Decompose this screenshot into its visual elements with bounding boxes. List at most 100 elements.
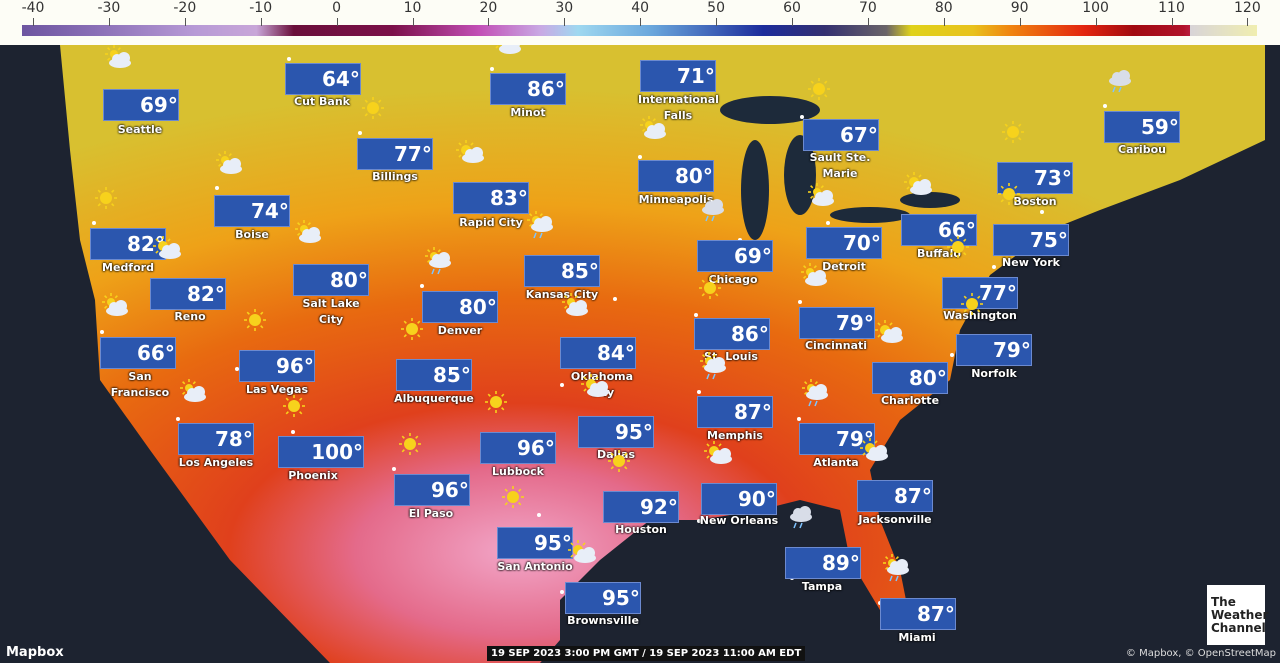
temperature-badge[interactable]: 95°	[578, 374, 654, 448]
temperature-badge[interactable]: 82°	[150, 236, 226, 310]
temperature-badge[interactable]: 86°	[694, 277, 770, 350]
temperature-badge[interactable]: 95°	[497, 486, 573, 559]
temperature-badge[interactable]: 66°	[901, 172, 977, 246]
temperature-badge[interactable]: 86°	[490, 45, 566, 105]
temperature-badge[interactable]: 89°	[785, 506, 861, 579]
temperature-badge[interactable]: 64°	[285, 63, 361, 95]
temperature-badge[interactable]: 96°	[480, 391, 556, 464]
legend-tick-label: -10	[249, 0, 273, 16]
temperature-badge[interactable]: 80°	[872, 320, 948, 394]
city-marker	[560, 383, 564, 387]
forecast-timestamp: 19 SEP 2023 3:00 PM GMT / 19 SEP 2023 11…	[487, 646, 806, 661]
temperature-value: 77°	[394, 142, 432, 166]
sunny-icon	[960, 293, 990, 364]
city-marker	[92, 221, 96, 225]
temperature-value: 95°	[602, 586, 640, 610]
temperature-badge[interactable]: 90°	[701, 441, 777, 515]
legend-tick-label: 10	[403, 0, 422, 16]
temperature-badge[interactable]: 78°	[178, 379, 254, 455]
temperature-badge[interactable]: 92°	[603, 450, 679, 523]
temperature-badge[interactable]: 87°	[697, 352, 773, 428]
city-name: San Antonio	[497, 560, 573, 573]
temperature-value: 75°	[1030, 228, 1068, 252]
temperature-badge[interactable]: 74°	[214, 151, 290, 227]
map-attribution[interactable]: © Mapbox, © OpenStreetMap	[1125, 648, 1276, 659]
legend-tick-mark	[108, 18, 110, 26]
temperature-value: 66°	[137, 341, 175, 365]
temperature-badge[interactable]: 70°	[806, 183, 882, 259]
temperature-badge[interactable]: 85°	[396, 318, 472, 391]
legend-tick-mark	[184, 18, 186, 26]
legend-tick-mark	[867, 18, 869, 26]
temperature-badge[interactable]: 85°	[524, 211, 600, 287]
city-name: Atlanta	[813, 456, 859, 469]
land-area	[60, 45, 1265, 663]
temperature-badge[interactable]: 87°	[857, 438, 933, 512]
mostly-cloudy-icon	[808, 183, 840, 257]
temperature-badge[interactable]: 69°	[103, 45, 179, 121]
temperature-value: 86°	[731, 322, 769, 346]
temperature-badge[interactable]: 77°	[942, 236, 1018, 309]
scattered-showers-icon	[425, 247, 456, 321]
mapbox-logo[interactable]: Mapbox	[6, 645, 64, 660]
city-name: Miami	[898, 631, 936, 644]
legend-tick-label: 40	[631, 0, 650, 16]
temperature-badge[interactable]: 84°	[560, 293, 636, 369]
sunny-icon	[1001, 121, 1031, 192]
city-marker	[537, 513, 541, 517]
temperature-value: 95°	[534, 531, 572, 555]
city-marker	[697, 519, 701, 523]
temperature-badge[interactable]: 80°	[422, 247, 498, 323]
temperature-badge[interactable]: 59°	[1104, 70, 1180, 143]
temperature-badge[interactable]: 77°	[357, 97, 433, 170]
legend-tick-label: 90	[1010, 0, 1029, 16]
weather-map[interactable]: 69° Seattle 64° Cut Bank 86° Minot 71° Internat…	[0, 45, 1280, 663]
scattered-showers-icon	[802, 379, 833, 453]
city-name: Minneapolis	[638, 193, 714, 206]
temperature-badge[interactable]: 100°	[278, 395, 364, 468]
legend-tick-mark	[1019, 18, 1021, 26]
temperature-badge[interactable]: 80°	[638, 116, 714, 192]
city-name: Detroit	[822, 260, 866, 273]
partly-cloudy-icon	[153, 236, 184, 308]
temperature-value: 80°	[330, 268, 368, 292]
temperature-badge[interactable]: 69°	[697, 199, 773, 272]
temperature-badge[interactable]: 79°	[956, 293, 1032, 366]
temperature-badge[interactable]: 96°	[239, 309, 315, 382]
temperature-badge[interactable]: 80°	[293, 220, 369, 296]
temperature-badge[interactable]: 79°	[799, 263, 875, 339]
temperature-badge[interactable]: 79°	[799, 379, 875, 455]
temperature-value: 80°	[909, 366, 947, 390]
temperature-value: 69°	[140, 93, 178, 117]
city-name: Las Vegas	[245, 383, 309, 396]
city-marker	[638, 155, 642, 159]
temperature-value: 73°	[1034, 166, 1072, 190]
showers-icon	[644, 62, 674, 90]
legend-tick-mark	[792, 18, 793, 26]
temperature-legend: -40 -30 -20 -10 0 10 20 30 40 50 60 70 80 90 100 110 120	[0, 0, 1280, 45]
temperature-badge[interactable]: 96°	[394, 433, 470, 506]
temperature-badge[interactable]: 66°	[100, 293, 176, 369]
city-name: Los Angeles	[178, 456, 254, 469]
city-marker	[392, 467, 396, 471]
temperature-value: 67°	[840, 123, 878, 147]
city-marker	[560, 590, 564, 594]
sunny-icon	[484, 391, 514, 462]
legend-tick-label: -20	[173, 0, 197, 16]
city-marker	[420, 284, 424, 288]
temperature-badge[interactable]: 71°	[640, 60, 716, 92]
temperature-badge[interactable]: 83°	[453, 140, 529, 214]
temperature-badge[interactable]: 75°	[993, 183, 1069, 256]
mostly-cloudy-icon	[640, 116, 672, 190]
temperature-badge[interactable]: 95°	[565, 540, 641, 614]
temperature-badge[interactable]: 67°	[803, 78, 879, 151]
sunny-icon	[361, 97, 391, 168]
temperature-value: 85°	[433, 363, 471, 387]
legend-tick-label: 120	[1234, 0, 1261, 16]
city-marker	[798, 300, 802, 304]
city-name: International Falls	[638, 93, 719, 122]
temperature-badge[interactable]: 87°	[880, 554, 956, 630]
scattered-showers-icon	[527, 211, 558, 285]
city-marker	[291, 430, 295, 434]
legend-tick-mark	[260, 18, 262, 26]
